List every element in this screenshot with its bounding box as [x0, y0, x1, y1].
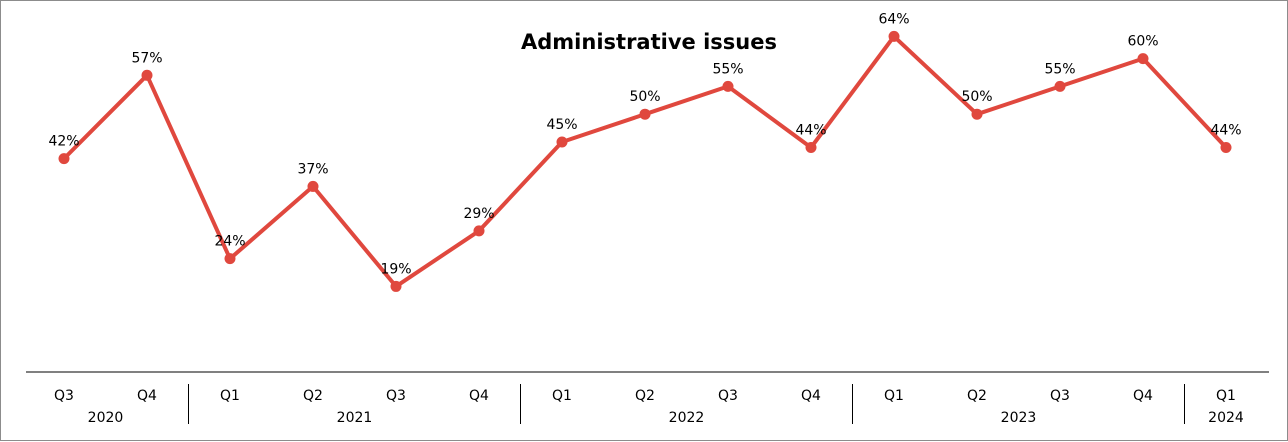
data-label: 29% [463, 206, 494, 222]
x-tick-label: Q2 [635, 388, 655, 404]
data-point [390, 280, 402, 292]
data-point [307, 180, 319, 192]
data-point [1220, 142, 1232, 154]
data-point [805, 142, 817, 154]
x-tick-label: Q4 [1133, 388, 1153, 404]
data-point [141, 69, 153, 81]
data-labels: 42% 57% 24% 37% 19% 29% 45% 50% 55% 44% 64% 50% 55% 6… [48, 11, 1241, 277]
data-point [1054, 80, 1066, 92]
data-label: 64% [878, 11, 909, 27]
x-tick-label: Q4 [137, 388, 157, 404]
data-point [971, 108, 983, 120]
year-label: 2023 [1001, 410, 1037, 426]
data-label: 44% [1210, 123, 1241, 139]
x-tick-label: Q1 [884, 388, 904, 404]
x-tick-label: Q1 [552, 388, 572, 404]
data-point [556, 136, 568, 148]
x-tick-label: Q3 [1050, 388, 1070, 404]
data-point [473, 225, 485, 237]
data-points [58, 30, 1232, 292]
year-dividers [188, 384, 1185, 424]
year-labels: 2020 2021 2022 2023 2024 [88, 410, 1244, 426]
x-tick-label: Q2 [303, 388, 323, 404]
x-tick-label: Q1 [1216, 388, 1236, 404]
data-label: 50% [629, 89, 660, 105]
x-tick-labels: Q3 Q4 Q1 Q2 Q3 Q4 Q1 Q2 Q3 Q4 Q1 Q2 Q3 Q4 Q1 [54, 388, 1236, 404]
data-point [58, 153, 70, 165]
data-label: 42% [48, 134, 79, 150]
x-tick-label: Q4 [469, 388, 489, 404]
x-tick-label: Q2 [967, 388, 987, 404]
data-label: 19% [380, 261, 411, 277]
data-label: 37% [297, 161, 328, 177]
year-label: 2021 [337, 410, 373, 426]
data-label: 24% [214, 234, 245, 250]
data-label: 57% [131, 50, 162, 66]
data-label: 50% [961, 89, 992, 105]
year-label: 2022 [669, 410, 705, 426]
data-point [639, 108, 651, 120]
data-label: 55% [712, 61, 743, 77]
x-tick-label: Q3 [718, 388, 738, 404]
x-tick-label: Q1 [220, 388, 240, 404]
chart-title: Administrative issues [521, 30, 777, 54]
data-point [888, 30, 900, 42]
data-point [224, 253, 236, 265]
data-point [1137, 53, 1149, 65]
data-label: 44% [795, 123, 826, 139]
year-label: 2024 [1208, 410, 1244, 426]
x-tick-label: Q3 [386, 388, 406, 404]
year-label: 2020 [88, 410, 124, 426]
data-point [722, 80, 734, 92]
data-label: 55% [1044, 61, 1075, 77]
data-label: 45% [546, 117, 577, 133]
x-tick-label: Q4 [801, 388, 821, 404]
data-label: 60% [1127, 34, 1158, 50]
x-tick-label: Q3 [54, 388, 74, 404]
